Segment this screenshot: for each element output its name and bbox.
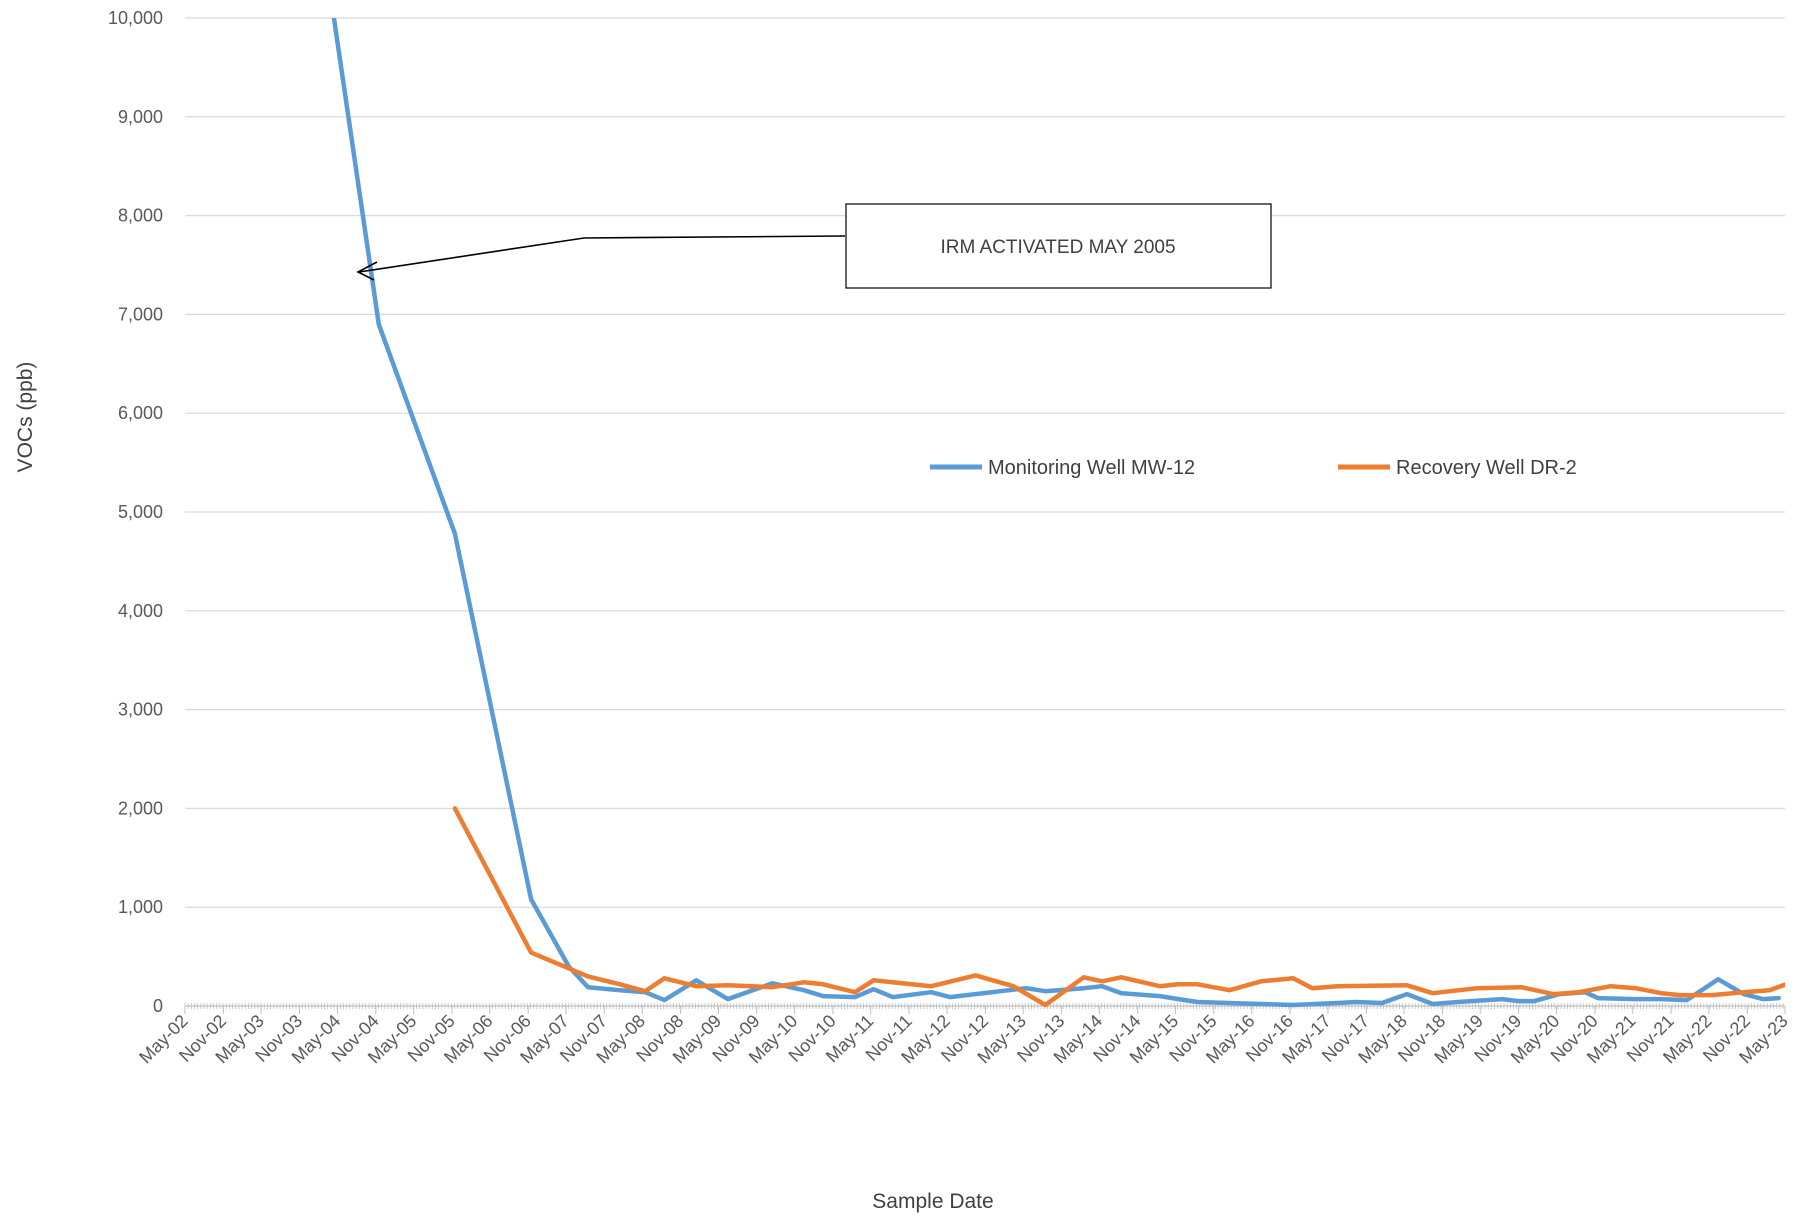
series-line-mw12 [331, 18, 1781, 1008]
annotation-arrowhead-icon [356, 261, 378, 281]
gridlines [185, 17, 1785, 908]
y-tick-label: 2,000 [118, 798, 163, 818]
y-tick-label: 7,000 [118, 304, 163, 324]
y-tick-label: 1,000 [118, 897, 163, 917]
y-tick-label: 10,000 [108, 8, 163, 28]
y-tick-label: 0 [153, 996, 163, 1016]
y-tick-label: 9,000 [118, 107, 163, 127]
series-lines [331, 18, 1785, 1008]
legend-label-dr2: Recovery Well DR-2 [1396, 457, 1577, 479]
y-tick-label: 6,000 [118, 403, 163, 423]
annotation-box [845, 203, 1272, 289]
annotation-text: IRM ACTIVATED MAY 2005 [940, 237, 1175, 258]
annotation: IRM ACTIVATED MAY 2005 [356, 203, 1272, 289]
axes: 0 1,000 2,000 3,000 4,000 5,000 6,000 7,000 8,00… [108, 8, 1792, 1067]
legend: Monitoring Well MW-12 Recovery Well DR-2 [930, 457, 1577, 479]
y-axis-title: VOCs (ppb) [14, 362, 37, 473]
series-line-dr2 [452, 806, 1785, 1008]
annotation-leader-line [358, 235, 846, 273]
legend-label-mw12: Monitoring Well MW-12 [988, 457, 1195, 479]
y-tick-label: 8,000 [118, 206, 163, 226]
y-tick-label: 4,000 [118, 601, 163, 621]
y-tick-label: 5,000 [118, 502, 163, 522]
y-tick-label: 3,000 [118, 700, 163, 720]
x-axis-title: Sample Date [872, 1190, 993, 1213]
